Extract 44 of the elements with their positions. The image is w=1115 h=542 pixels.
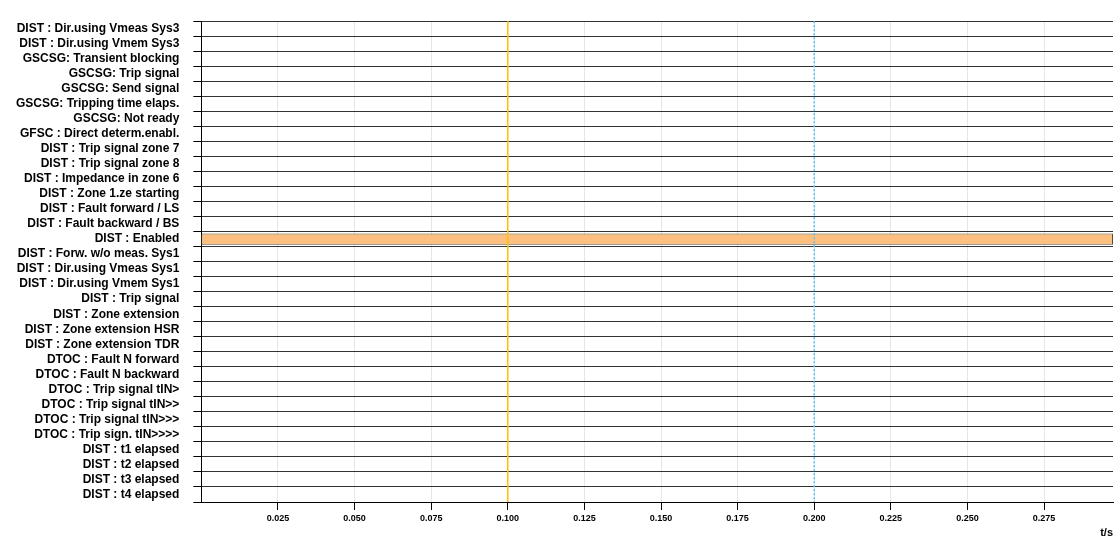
y-tick-label: DIST : Trip signal — [81, 291, 180, 306]
y-tick-label: DIST : Zone extension — [53, 306, 180, 321]
y-tick-label: DTOC : Trip signal tIN> — [48, 381, 180, 396]
y-tick-label: DTOC : Fault N backward — [35, 366, 180, 381]
y-tick-label: DIST : Impedance in zone 6 — [23, 171, 180, 186]
x-tick-label: 0.050 — [343, 512, 366, 523]
x-tick-label: 0.125 — [573, 512, 596, 523]
y-tick-label: DIST : Trip signal zone 7 — [40, 141, 180, 156]
x-tick-label: 0.175 — [726, 512, 749, 523]
y-tick-label: GFSC : Direct determ.enabl. — [19, 126, 180, 141]
y-tick-label: DIST : Dir.using Vmeas Sys3 — [16, 21, 180, 36]
y-tick-label: DIST : Forw. w/o meas. Sys1 — [17, 246, 180, 261]
y-tick-label: DIST : Fault forward / LS — [40, 201, 180, 216]
x-tick-label: 0.025 — [266, 512, 290, 523]
x-tick-label: 0.225 — [879, 512, 903, 523]
x-tick-label: 0.250 — [956, 512, 979, 523]
y-tick-label: DIST : Trip signal zone 8 — [40, 156, 180, 171]
y-tick-label: DIST : Zone 1.ze starting — [39, 186, 180, 201]
x-tick-label: 0.275 — [1032, 512, 1056, 523]
x-tick-label: 0.200 — [802, 512, 826, 523]
y-tick-label: DIST : t3 elapsed — [82, 471, 180, 486]
x-axis-title: t/s — [1100, 526, 1113, 539]
x-tick-label: 0.100 — [496, 512, 520, 523]
y-tick-label: GSCSG: Trip signal — [68, 66, 180, 81]
x-tick-label: 0.075 — [419, 512, 443, 523]
y-tick-label: DIST : Fault backward / BS — [27, 216, 180, 231]
y-tick-label: DIST : Dir.using Vmem Sys1 — [19, 276, 180, 291]
y-tick-label: DIST : Enabled — [94, 231, 180, 246]
y-tick-label: DTOC : Trip sign. tIN>>>> — [34, 426, 180, 441]
y-tick-label: DTOC : Fault N forward — [46, 351, 180, 366]
y-tick-label: DTOC : Trip signal tIN>>> — [34, 411, 180, 426]
y-tick-label: GSCSG: Tripping time elaps. — [16, 96, 180, 111]
y-tick-label: DIST : Zone extension HSR — [24, 321, 180, 336]
x-tick-label: 0.150 — [649, 512, 673, 523]
y-tick-label: GSCSG: Transient blocking — [22, 51, 180, 66]
y-tick-label: GSCSG: Not ready — [73, 111, 180, 126]
y-tick-label: DIST : Dir.using Vmeas Sys1 — [16, 261, 180, 276]
y-tick-label: DIST : t2 elapsed — [82, 456, 180, 471]
y-tick-label: DIST : Zone extension TDR — [25, 336, 180, 351]
y-tick-label: DTOC : Trip signal tIN>> — [41, 396, 180, 411]
y-tick-label: DIST : t4 elapsed — [82, 486, 180, 501]
y-tick-label: GSCSG: Send signal — [61, 81, 180, 96]
y-tick-label: DIST : t1 elapsed — [82, 441, 180, 456]
y-tick-label: DIST : Dir.using Vmem Sys3 — [19, 36, 180, 51]
